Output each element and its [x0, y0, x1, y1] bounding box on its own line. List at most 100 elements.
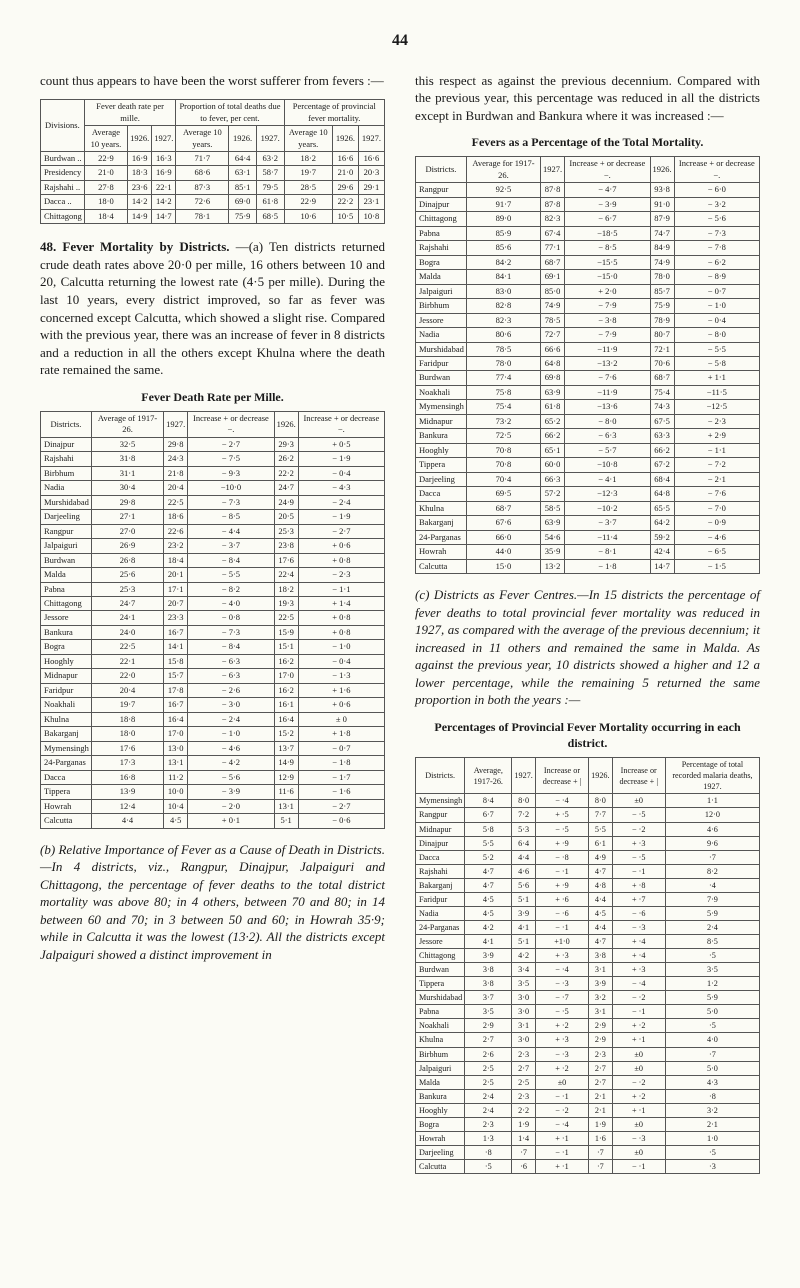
cell: 6·7	[465, 808, 512, 822]
cell: 11·2	[164, 770, 188, 784]
cell: − 0·9	[674, 516, 759, 530]
cell: 77·4	[466, 371, 540, 385]
cell: ±0	[612, 1117, 665, 1131]
cell: ·3	[665, 1160, 759, 1174]
t1-h-div: Divisions.	[41, 100, 85, 152]
cell: 63·9	[541, 385, 565, 399]
cell: − ·3	[612, 1131, 665, 1145]
cell: − ·5	[612, 808, 665, 822]
cell: 25·3	[91, 582, 163, 596]
cell: 4·5	[465, 906, 512, 920]
cell: + ·8	[612, 878, 665, 892]
col-header: Average 10 years.	[284, 126, 332, 152]
cell: 22·2	[274, 466, 298, 480]
col-header: 1927.	[541, 157, 565, 183]
cell: 64·4	[229, 152, 257, 166]
cell: 4·1	[512, 920, 535, 934]
cell: 23·2	[164, 539, 188, 553]
cell: 2·1	[665, 1117, 759, 1131]
cell: 75·4	[466, 400, 540, 414]
row-header: Malda	[41, 568, 92, 582]
cell: − 5·5	[674, 342, 759, 356]
cell: − ·3	[535, 977, 588, 991]
cell: 68·7	[650, 371, 674, 385]
cell: 2·7	[512, 1061, 535, 1075]
cell: 70·8	[466, 443, 540, 457]
cell: + ·7	[612, 892, 665, 906]
row-header: Rajshahi	[416, 864, 465, 878]
table-row: Bakarganj18·017·0− 1·015·2+ 1·8	[41, 727, 385, 741]
row-header: Jalpaiguri	[41, 539, 92, 553]
cell: +1·0	[535, 935, 588, 949]
row-header: Dacca	[416, 487, 467, 501]
cell: − 3·2	[674, 197, 759, 211]
table-row: Nadia80·672·7− 7·980·7− 8·0	[416, 328, 760, 342]
cell: 78·9	[650, 313, 674, 327]
cell: − 4·6	[674, 530, 759, 544]
cell: 14·9	[274, 756, 298, 770]
col-header: Increase + or decrease −.	[565, 157, 650, 183]
cell: 5·0	[665, 1005, 759, 1019]
cell: −11·5	[674, 385, 759, 399]
cell: − ·2	[612, 991, 665, 1005]
col-header: 1927.	[256, 126, 284, 152]
table-row: Bakarganj4·75·6+ ·94·8+ ·8·4	[416, 878, 760, 892]
col-header: 1926.	[128, 126, 152, 152]
row-header: Faridpur	[416, 356, 467, 370]
cell: − 6·3	[188, 654, 274, 668]
cell: ±0	[612, 1145, 665, 1159]
col-header: 1926.	[650, 157, 674, 183]
cell: 29·8	[164, 437, 188, 451]
cell: 3·7	[465, 991, 512, 1005]
cell: − ·4	[612, 977, 665, 991]
row-header: Birbhum	[416, 299, 467, 313]
cell: 16·9	[152, 166, 176, 180]
cell: 64·2	[650, 516, 674, 530]
cell: − 6·3	[565, 429, 650, 443]
cell: 5·9	[665, 991, 759, 1005]
col-header: Average 10 years.	[84, 126, 127, 152]
cell: 18·6	[164, 510, 188, 524]
row-header: Jessore	[41, 611, 92, 625]
cell: 24·3	[164, 452, 188, 466]
cell: 20·7	[164, 597, 188, 611]
cell: 68·4	[650, 472, 674, 486]
cell: − 0·6	[298, 814, 384, 828]
cell: 65·2	[541, 414, 565, 428]
cell: 7·7	[589, 808, 612, 822]
cell: 1·2	[665, 977, 759, 991]
cell: 31·8	[91, 452, 163, 466]
cell: ±0	[612, 1047, 665, 1061]
cell: ·4	[665, 878, 759, 892]
row-header: Hooghly	[41, 654, 92, 668]
cell: 4·7	[589, 864, 612, 878]
cell: 5·1	[274, 814, 298, 828]
cell: 42·4	[650, 545, 674, 559]
cell: 32·5	[91, 437, 163, 451]
left-column: count thus appears to have been the wors…	[40, 72, 385, 1187]
cell: ·7	[589, 1145, 612, 1159]
col-header: Increase + or decrease −.	[298, 411, 384, 437]
table-provincial-pct: Districts.Average, 1917-26.1927.Increase…	[415, 757, 760, 1174]
cell: 3·4	[512, 963, 535, 977]
table-row: Mymensingh17·613·0− 4·613·7− 0·7	[41, 741, 385, 755]
cell: 3·8	[465, 977, 512, 991]
cell: 87·8	[541, 183, 565, 197]
row-header: Bakarganj	[416, 516, 467, 530]
cell: 80·6	[466, 328, 540, 342]
row-header: Presidency	[41, 166, 85, 180]
cell: 2·2	[512, 1103, 535, 1117]
table-row: Jalpaiguri2·52·7+ ·22·7±05·0	[416, 1061, 760, 1075]
cell: 4·4	[589, 920, 612, 934]
table-row: Murshidabad78·566·6−11·972·1− 5·5	[416, 342, 760, 356]
cell: 1·0	[665, 1131, 759, 1145]
cell: − 0·7	[674, 284, 759, 298]
row-header: Noakhali	[416, 1019, 465, 1033]
row-header: Tippera	[416, 458, 467, 472]
cell: 29·8	[91, 495, 163, 509]
cell: − 8·5	[565, 241, 650, 255]
cell: −10·0	[188, 481, 274, 495]
cell: 13·0	[164, 741, 188, 755]
cell: 29·1	[358, 180, 384, 194]
cell: −15·5	[565, 255, 650, 269]
